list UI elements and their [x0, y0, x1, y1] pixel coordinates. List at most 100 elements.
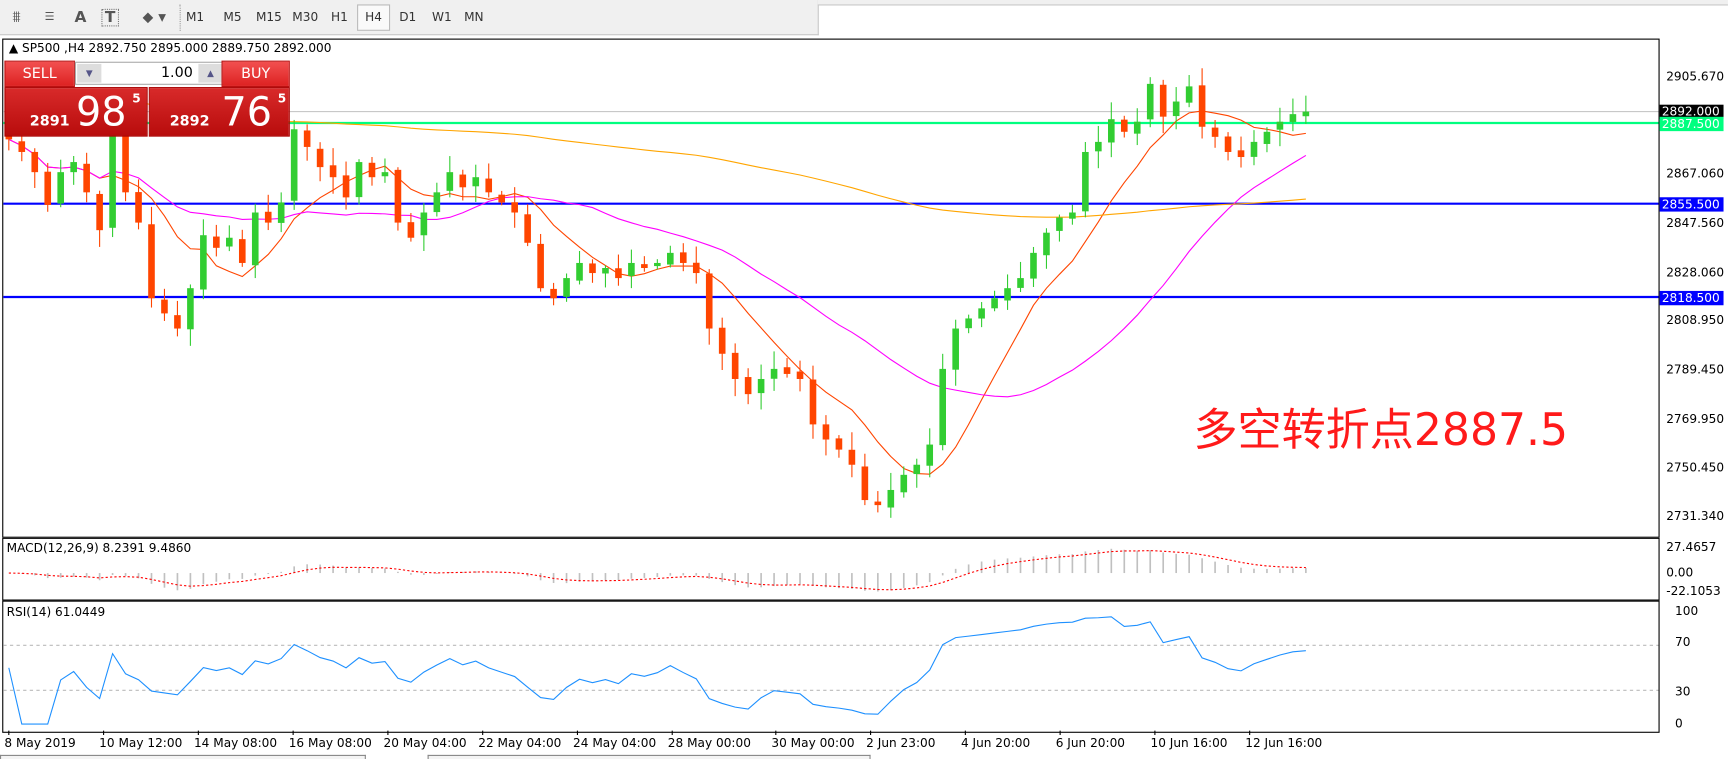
arrows-icon[interactable]: ⬥ ▾	[142, 8, 167, 27]
buy-button[interactable]: BUY	[221, 60, 290, 88]
rsi-panel[interactable]	[2, 600, 1660, 733]
candle-body	[809, 379, 817, 425]
candle-body	[200, 235, 207, 290]
candle-body	[537, 243, 544, 289]
timeframe-m30[interactable]: M30	[292, 9, 319, 25]
decrease-lot-icon[interactable]: ▼	[77, 63, 102, 83]
candle-body	[615, 268, 622, 279]
price-axis-label: 2731.340	[1666, 509, 1725, 524]
candle-body	[783, 367, 791, 374]
candle-body	[1237, 150, 1245, 158]
price-axis-label: 2828.060	[1666, 265, 1725, 280]
candle-body	[991, 298, 998, 309]
price-axis-label: 2867.060	[1666, 166, 1725, 182]
buy-price-fraction: 5	[277, 91, 287, 106]
macd-panel[interactable]	[2, 537, 1660, 601]
candle-body	[57, 172, 65, 204]
price-axis-label: 2847.560	[1666, 215, 1725, 231]
candle-body	[835, 438, 843, 450]
candle-body	[1082, 151, 1089, 212]
time-axis-label: 24 May 04:00	[573, 736, 657, 751]
candle-body	[420, 212, 428, 236]
rsi-axis-label: 70	[1675, 634, 1691, 650]
toolbar-separator	[179, 4, 183, 31]
lot-size-stepper[interactable]: ▼ 1.00 ▲	[74, 61, 225, 85]
level-tag: 2892.000	[1659, 104, 1724, 120]
candle-body	[770, 368, 778, 379]
candle-body	[550, 288, 557, 299]
text-label-icon[interactable]: T	[101, 8, 120, 27]
candle-body	[135, 192, 142, 223]
timeframe-m5[interactable]: M5	[223, 9, 242, 25]
toolbar: ⩩ ☰ A T ⬥ ▾ M1 M5 M15 M30 H1 H4 D1 W1 MN	[0, 0, 819, 36]
candle-body	[511, 202, 518, 213]
timeframe-d1[interactable]: D1	[399, 9, 417, 25]
bottom-tab[interactable]	[0, 754, 366, 759]
candle-body	[109, 116, 116, 228]
timeframe-m1[interactable]: M1	[185, 9, 205, 25]
candle-body	[757, 378, 765, 394]
lot-value[interactable]: 1.00	[160, 65, 193, 82]
timeframe-m15[interactable]: M15	[255, 9, 282, 25]
macd-signal-line	[8, 550, 1306, 591]
candle-body	[290, 129, 298, 201]
timeframe-mn[interactable]: MN	[464, 9, 484, 25]
symbol-ohlc: SP500 ,H4 2892.750 2895.000 2889.750 289…	[22, 40, 332, 56]
price-axis-label: 2789.450	[1666, 362, 1725, 377]
candle-body	[1004, 288, 1011, 301]
candle-body	[355, 162, 363, 198]
candle-body	[238, 239, 246, 263]
time-axis-label: 10 May 12:00	[99, 736, 183, 751]
fibonacci-icon[interactable]: ☰	[44, 11, 55, 24]
buy-price-prefix: 2892	[169, 113, 210, 131]
candle-body	[459, 174, 467, 188]
candle-body	[1198, 85, 1206, 127]
sell-button[interactable]: SELL	[4, 60, 75, 88]
candle-body	[485, 178, 493, 193]
candle-body	[1108, 119, 1115, 143]
elliott-wave-icon[interactable]: ⩩	[12, 8, 21, 27]
bottom-tab[interactable]	[427, 754, 871, 759]
candle-body	[822, 424, 830, 440]
candle-body	[939, 368, 947, 446]
timeframe-h4[interactable]: H4	[357, 4, 391, 31]
timeframe-h1[interactable]: H1	[330, 9, 348, 25]
time-axis-label: 8 May 2019	[4, 736, 76, 751]
candle-body	[174, 315, 181, 329]
candle-body	[1133, 121, 1141, 134]
candle-body	[226, 237, 233, 247]
increase-lot-icon[interactable]: ▲	[198, 63, 223, 83]
candle-body	[900, 474, 908, 493]
candle-body	[303, 130, 311, 147]
rsi-axis-label: 30	[1675, 684, 1691, 699]
time-axis-label: 20 May 04:00	[383, 736, 467, 751]
candle-body	[472, 177, 480, 187]
candle-body	[1172, 101, 1180, 117]
candle-body	[563, 278, 570, 297]
time-axis-label: 2 Jun 23:00	[866, 736, 936, 751]
level-tag: 2855.500	[1659, 197, 1724, 212]
candle-body	[498, 194, 506, 203]
buy-price[interactable]: 2892 76 5	[148, 87, 290, 137]
toolbar-background	[817, 0, 1728, 6]
price-axis-label: 2750.450	[1666, 460, 1725, 476]
macd-title: MACD(12,26,9) 8.2391 9.4860	[6, 541, 192, 556]
price-axis-label: 2769.950	[1666, 411, 1725, 427]
candle-body	[887, 489, 895, 508]
sell-price[interactable]: 2891 98 5	[4, 87, 148, 137]
time-axis-label: 28 May 00:00	[667, 736, 751, 751]
candle-body	[83, 163, 90, 193]
candle-body	[731, 352, 739, 379]
candle-body	[1120, 119, 1128, 132]
candle-body	[978, 308, 985, 319]
sell-price-pips: 98	[76, 90, 127, 136]
candle-body	[926, 444, 934, 466]
candle-body	[1159, 84, 1167, 117]
candle-body	[1276, 121, 1284, 130]
collapse-triangle-icon[interactable]: ▲	[8, 40, 19, 56]
price-axis-label: 2905.670	[1666, 69, 1725, 84]
text-icon[interactable]: A	[74, 8, 87, 27]
chart-annotation: 多空转折点2887.5	[1193, 405, 1569, 457]
timeframe-w1[interactable]: W1	[432, 9, 452, 25]
candle-body	[44, 171, 52, 205]
